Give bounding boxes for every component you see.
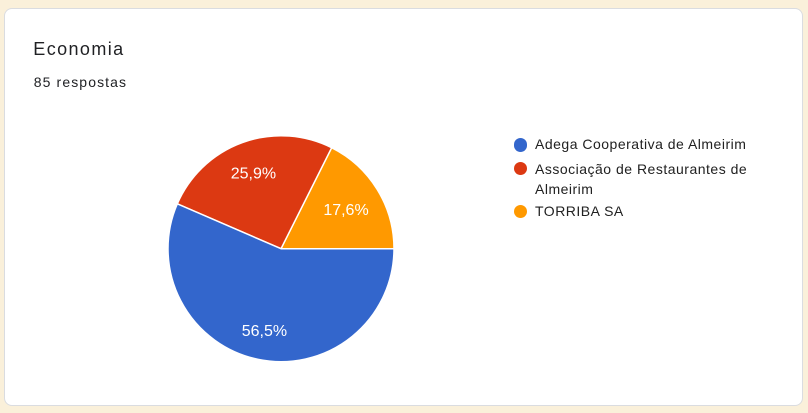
svg-text:25,9%: 25,9% <box>231 166 276 183</box>
svg-text:56,5%: 56,5% <box>242 323 287 340</box>
svg-text:17,6%: 17,6% <box>323 202 368 219</box>
